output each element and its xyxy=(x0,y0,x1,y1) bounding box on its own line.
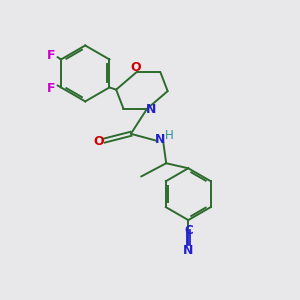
Text: C: C xyxy=(184,224,193,237)
Text: N: N xyxy=(155,134,165,146)
Text: N: N xyxy=(183,244,194,257)
Text: F: F xyxy=(47,49,56,62)
Text: H: H xyxy=(165,129,173,142)
Text: O: O xyxy=(94,135,104,148)
Text: N: N xyxy=(146,103,156,116)
Text: O: O xyxy=(131,61,142,74)
Text: F: F xyxy=(47,82,56,95)
